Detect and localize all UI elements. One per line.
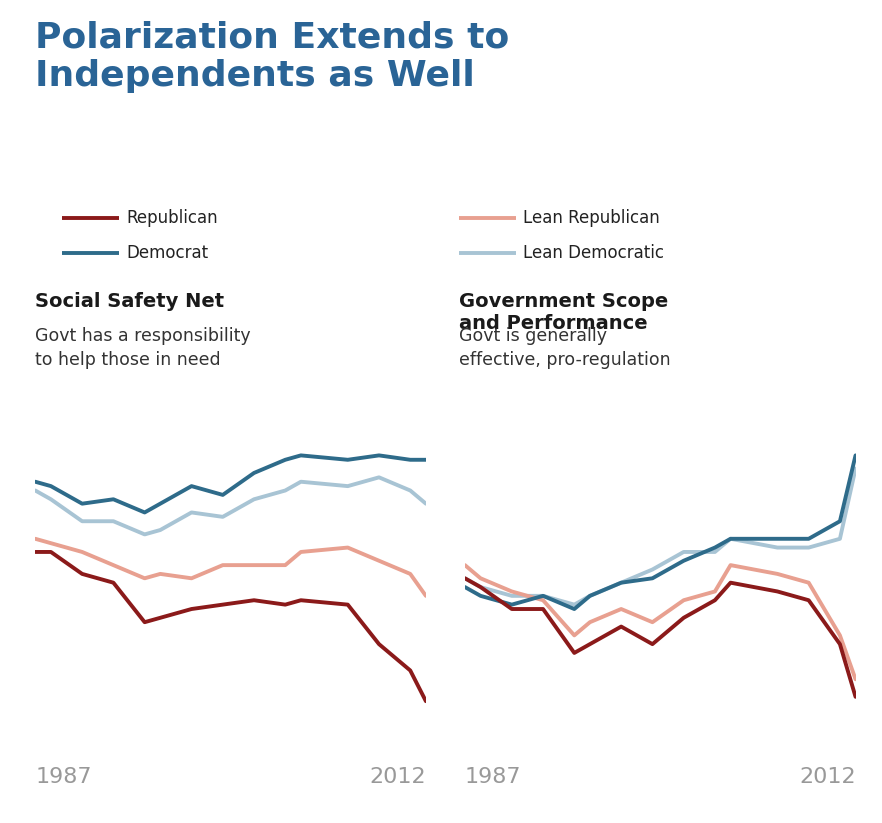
Text: Government Scope
and Performance: Government Scope and Performance <box>459 292 668 333</box>
Text: Govt is generally
effective, pro-regulation: Govt is generally effective, pro-regulat… <box>459 327 670 369</box>
Text: Lean Democratic: Lean Democratic <box>523 244 664 262</box>
Text: 1987: 1987 <box>465 767 521 787</box>
Text: 2012: 2012 <box>370 767 426 787</box>
Text: Polarization Extends to
Independents as Well: Polarization Extends to Independents as … <box>35 21 510 93</box>
Text: 2012: 2012 <box>799 767 856 787</box>
Text: Lean Republican: Lean Republican <box>523 209 660 227</box>
Text: Social Safety Net: Social Safety Net <box>35 292 224 311</box>
Text: 1987: 1987 <box>35 767 92 787</box>
Text: Democrat: Democrat <box>126 244 208 262</box>
Text: Govt has a responsibility
to help those in need: Govt has a responsibility to help those … <box>35 327 250 369</box>
Text: Republican: Republican <box>126 209 218 227</box>
